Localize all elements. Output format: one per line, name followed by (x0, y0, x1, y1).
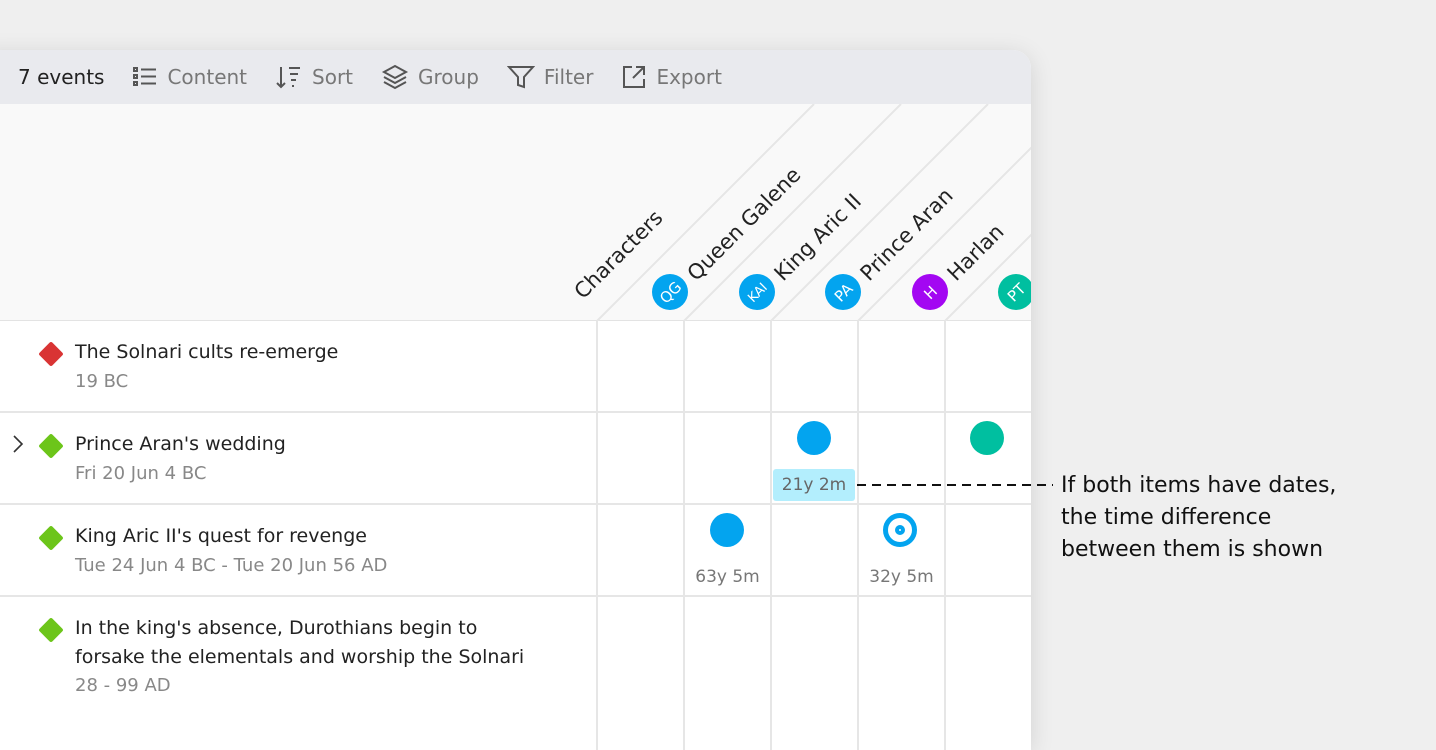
event-date: 28 - 99 AD (75, 675, 171, 696)
sort-button[interactable]: Sort (275, 65, 353, 89)
time-difference-label: 32y 5m (869, 567, 934, 587)
event-count: 7 events (18, 65, 105, 89)
sort-icon (276, 67, 301, 89)
group-label: Group (418, 65, 479, 89)
annotation-line: between them is shown (1061, 537, 1324, 562)
event-title: The Solnari cults re-emerge (75, 341, 339, 363)
character-marker[interactable] (710, 513, 744, 547)
event-title: In the king's absence, Durothians begin … (75, 617, 478, 639)
character-marker[interactable] (797, 421, 831, 455)
event-title: Prince Aran's wedding (75, 433, 286, 455)
column-divider (770, 321, 772, 750)
list-icon (133, 67, 157, 86)
event-title-continued: forsake the elementals and worship the S… (75, 646, 525, 668)
avatar (739, 274, 775, 310)
content-label: Content (167, 65, 248, 89)
character-marker-ongoing[interactable] (883, 513, 917, 547)
column-pt[interactable]: PT (998, 274, 1031, 310)
export-button[interactable]: Export (621, 64, 722, 90)
export-icon (623, 66, 646, 88)
export-label: Export (656, 65, 722, 89)
event-date: Fri 20 Jun 4 BC (75, 463, 207, 484)
event-color-icon (38, 341, 64, 367)
column-header: Characters QG Queen Galene KAI King Aric… (0, 104, 1031, 321)
event-row[interactable]: In the king's absence, Durothians begin … (0, 597, 1031, 717)
layers-icon (381, 64, 409, 90)
content-button[interactable]: Content (132, 65, 247, 89)
event-date: Tue 24 Jun 4 BC - Tue 20 Jun 56 AD (75, 555, 388, 576)
group-button[interactable]: Group (381, 64, 479, 90)
time-difference-badge: 21y 2m (773, 469, 855, 501)
annotation: If both items have dates, the time diffe… (1061, 470, 1336, 566)
chevron-right-icon[interactable] (12, 435, 24, 453)
sort-label: Sort (312, 65, 354, 89)
avatar (825, 274, 861, 310)
annotation-line: the time difference (1061, 505, 1272, 530)
column-divider (944, 321, 946, 750)
avatar (912, 274, 948, 310)
column-divider (857, 321, 859, 750)
annotation-line: If both items have dates, (1061, 473, 1337, 498)
timeline-panel: 7 events Content Sort Group Filter Expor… (0, 50, 1031, 750)
event-color-icon (38, 617, 64, 643)
event-color-icon (38, 433, 64, 459)
filter-button[interactable]: Filter (506, 64, 594, 90)
event-row[interactable]: The Solnari cults re-emerge 19 BC (0, 321, 1031, 413)
filter-icon (506, 66, 535, 89)
column-name: Harlan (943, 220, 1009, 286)
column-divider (683, 321, 685, 750)
toolbar: 7 events Content Sort Group Filter Expor… (0, 50, 1031, 104)
avatar (652, 274, 688, 310)
event-row[interactable]: King Aric II's quest for revenge Tue 24 … (0, 505, 1031, 597)
event-row[interactable]: Prince Aran's wedding Fri 20 Jun 4 BC 21… (0, 413, 1031, 505)
column-queen-galene[interactable]: QG Queen Galene (652, 163, 805, 310)
character-marker[interactable] (970, 421, 1004, 455)
time-difference-label: 63y 5m (695, 567, 760, 587)
column-name: Prince Aran (856, 183, 958, 285)
avatar (998, 274, 1031, 310)
event-title: King Aric II's quest for revenge (75, 525, 367, 547)
annotation-connector (857, 484, 1053, 486)
event-color-icon (38, 525, 64, 551)
column-name: King Aric II (770, 189, 866, 285)
filter-label: Filter (543, 65, 594, 89)
column-harlan[interactable]: H Harlan (912, 220, 1009, 310)
column-divider (596, 321, 598, 750)
event-date: 19 BC (75, 371, 129, 392)
